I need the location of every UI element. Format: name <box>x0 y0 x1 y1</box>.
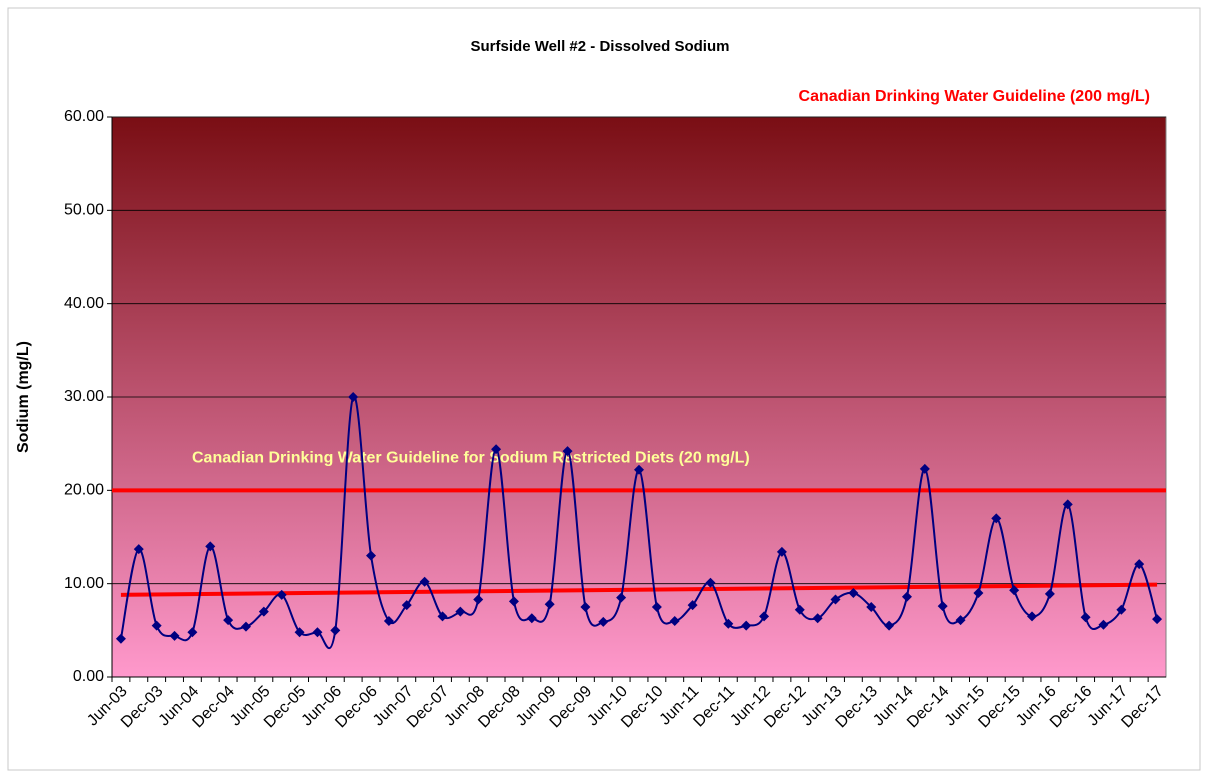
marker <box>687 600 698 611</box>
marker <box>884 620 895 631</box>
y-tick-label: 30.00 <box>64 388 104 405</box>
marker <box>1098 619 1109 630</box>
marker <box>526 613 537 624</box>
marker <box>991 513 1002 524</box>
marker <box>848 588 859 598</box>
marker <box>276 589 287 600</box>
y-axis-label: Sodium (mg/L) <box>15 341 32 453</box>
trend-line <box>120 582 1158 597</box>
marker <box>312 627 323 638</box>
marker <box>455 606 466 617</box>
marker <box>669 616 680 626</box>
marker <box>616 592 627 603</box>
marker <box>741 620 752 631</box>
marker <box>258 606 269 617</box>
marker <box>348 392 359 402</box>
y-tick-label: 60.00 <box>64 108 104 125</box>
marker <box>1134 559 1145 570</box>
marker <box>491 444 502 455</box>
y-tick-label: 40.00 <box>64 295 104 312</box>
marker <box>1044 588 1055 599</box>
marker <box>419 576 430 587</box>
marker <box>1080 612 1091 623</box>
chart-title: Surfside Well #2 - Dissolved Sodium <box>471 38 730 55</box>
annotation: Canadian Drinking Water Guideline (200 m… <box>799 88 1150 105</box>
marker <box>187 627 198 638</box>
marker <box>437 611 448 622</box>
marker <box>598 616 609 627</box>
marker <box>544 599 555 610</box>
marker <box>776 546 787 557</box>
marker <box>1009 585 1020 596</box>
marker <box>473 594 484 605</box>
marker <box>240 621 251 632</box>
marker <box>759 611 770 622</box>
marker <box>580 602 591 612</box>
reference-label: Canadian Drinking Water Guideline for So… <box>192 450 750 467</box>
marker <box>223 615 234 626</box>
marker <box>115 633 126 644</box>
marker <box>366 550 377 561</box>
marker <box>383 616 394 626</box>
y-tick-label: 50.00 <box>64 202 104 219</box>
y-tick-label: 0.00 <box>73 668 104 685</box>
marker <box>866 602 877 612</box>
marker <box>794 604 805 615</box>
marker <box>401 600 412 611</box>
marker <box>1152 614 1163 625</box>
marker <box>830 594 841 605</box>
marker <box>634 464 644 475</box>
marker <box>1027 611 1038 622</box>
marker <box>330 625 341 636</box>
marker <box>294 627 305 638</box>
marker <box>508 596 519 607</box>
marker <box>937 601 948 612</box>
marker <box>562 446 573 457</box>
y-tick-label: 10.00 <box>64 575 104 592</box>
marker <box>723 618 734 629</box>
marker <box>901 591 912 602</box>
marker <box>919 463 930 474</box>
marker <box>955 615 966 626</box>
marker <box>151 620 162 631</box>
marker <box>1062 499 1073 510</box>
marker <box>705 577 716 588</box>
y-tick-label: 20.00 <box>64 482 104 499</box>
marker <box>169 630 180 641</box>
marker <box>133 544 144 555</box>
marker <box>812 613 823 624</box>
marker <box>205 541 216 552</box>
marker <box>1116 604 1127 615</box>
marker <box>973 588 984 598</box>
marker <box>651 602 662 612</box>
